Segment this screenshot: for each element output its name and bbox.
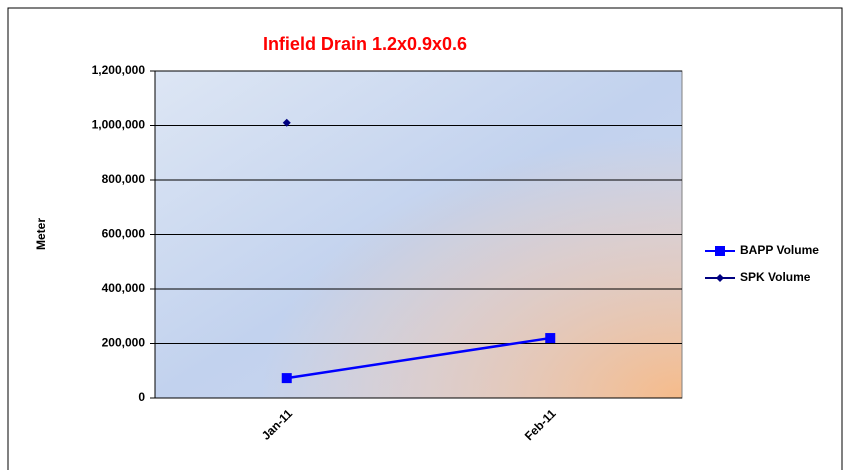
legend-label: SPK Volume	[740, 270, 811, 284]
legend-marker	[715, 246, 725, 256]
data-point	[281, 373, 292, 384]
data-point	[545, 333, 556, 344]
y-tick-label: 1,200,000	[92, 63, 146, 77]
data-point	[282, 118, 291, 127]
y-tick-label: 1,000,000	[92, 118, 146, 132]
series-line	[286, 336, 551, 380]
y-axis-label: Meter	[34, 218, 48, 250]
chart-title: Infield Drain 1.2x0.9x0.6	[263, 34, 467, 54]
y-tick-label: 400,000	[102, 281, 146, 295]
y-tick-label: 800,000	[102, 172, 146, 186]
y-tick-label: 0	[138, 390, 145, 404]
y-tick-label: 200,000	[102, 336, 146, 350]
y-tick-label: 600,000	[102, 227, 146, 241]
legend-marker	[716, 274, 724, 282]
legend-label: BAPP Volume	[740, 243, 819, 257]
